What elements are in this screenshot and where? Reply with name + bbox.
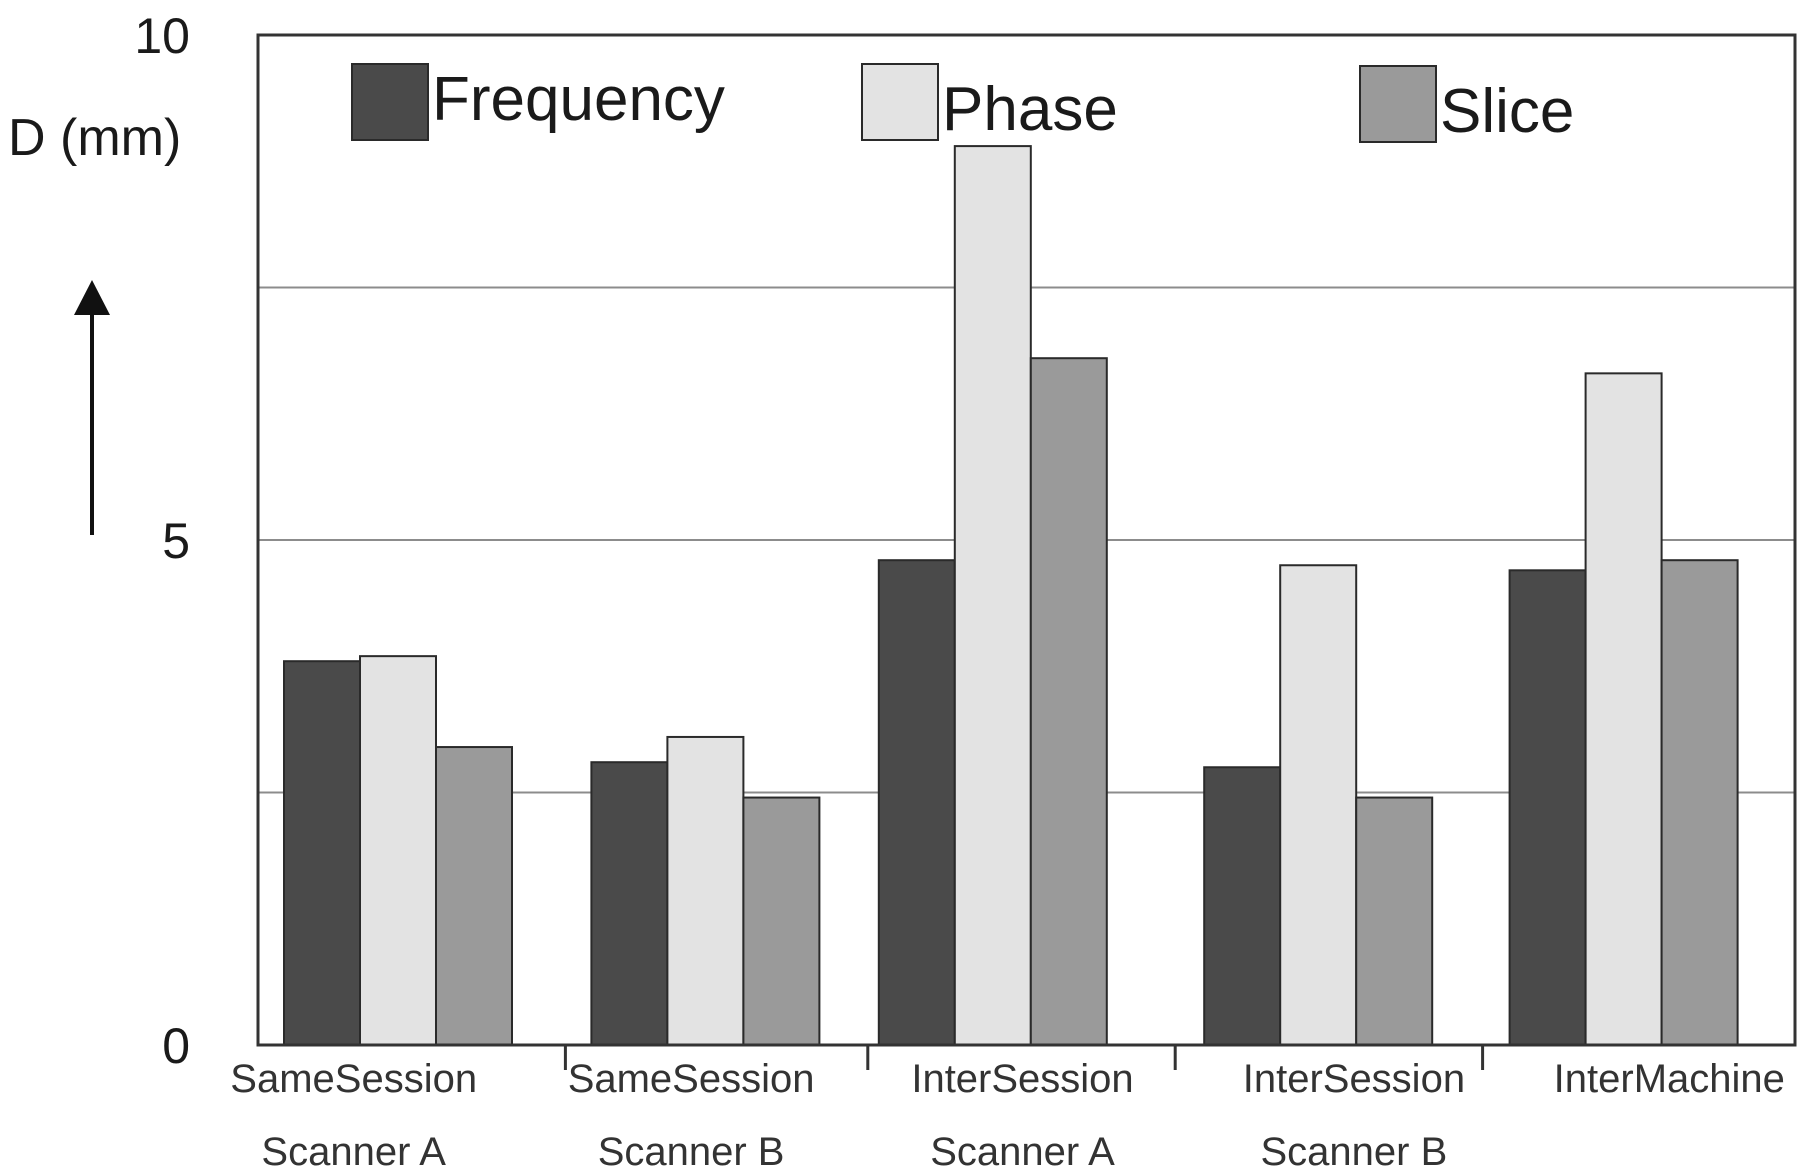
bar-slice-3	[1355, 796, 1434, 1046]
bar-phase-4	[1584, 372, 1663, 1047]
legend-label-slice: Slice	[1440, 77, 1574, 146]
x-category-sublabel-1: Scanner B	[598, 1130, 785, 1174]
x-axis: SameSession Scanner A SameSession Scanner B…	[230, 1045, 1785, 1174]
y-tick-label-0: 0	[162, 1018, 190, 1074]
bar-phase-1	[666, 735, 745, 1046]
bar-frequency-0	[283, 660, 361, 1046]
x-category-label-1: SameSession	[568, 1057, 815, 1101]
legend: Frequency Phase Slice	[351, 63, 1574, 146]
bar-slice-2	[1029, 357, 1108, 1046]
bar-phase-3	[1279, 564, 1358, 1046]
x-category-sublabel-3: Scanner B	[1261, 1130, 1448, 1174]
bar-phase-0	[359, 655, 437, 1047]
x-category-label-0: SameSession	[230, 1057, 477, 1101]
x-category-sublabel-0: Scanner A	[261, 1130, 446, 1174]
x-category-label-3: InterSession	[1243, 1057, 1465, 1101]
plot-area	[256, 33, 1797, 1047]
y-axis-arrow	[74, 280, 110, 535]
y-axis: 0 5 10	[134, 8, 190, 1074]
bar-frequency-1	[590, 761, 669, 1046]
legend-label-phase: Phase	[942, 75, 1118, 144]
legend-swatch-slice	[1359, 65, 1437, 143]
bar-frequency-2	[877, 559, 956, 1046]
legend-label-frequency: Frequency	[432, 65, 725, 134]
legend-swatch-phase	[861, 63, 939, 141]
legend-swatch-frequency	[351, 63, 429, 141]
bars	[283, 145, 1739, 1047]
x-category-label-2: InterSession	[911, 1057, 1133, 1101]
bar-frequency-4	[1508, 569, 1587, 1046]
bar-phase-2	[953, 145, 1032, 1047]
y-tick-label-2: 10	[134, 8, 190, 64]
bar-frequency-3	[1203, 766, 1282, 1046]
bar-slice-4	[1660, 559, 1739, 1046]
bar-slice-1	[742, 796, 821, 1046]
x-category-sublabel-2: Scanner A	[930, 1130, 1115, 1174]
y-axis-label: D (mm)	[8, 109, 181, 167]
bar-slice-0	[435, 746, 513, 1046]
x-category-label-4: InterMachine	[1554, 1057, 1785, 1101]
y-tick-label-1: 5	[162, 513, 190, 569]
